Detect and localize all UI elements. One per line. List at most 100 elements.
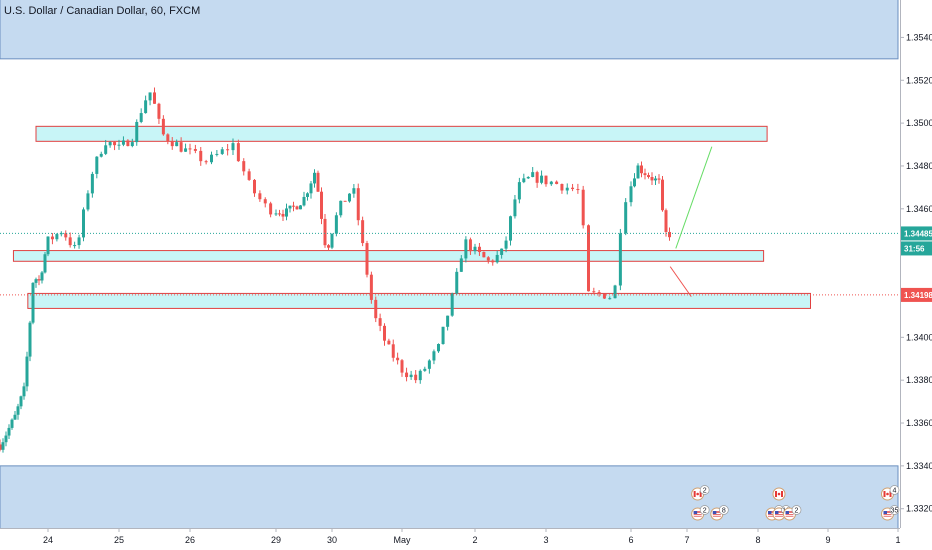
- candle-body: [374, 299, 378, 319]
- candle-body: [446, 315, 450, 327]
- candle-body: [647, 175, 650, 178]
- candle-body: [184, 148, 188, 152]
- candle-body: [1, 442, 5, 450]
- event-count-badge: [889, 485, 900, 495]
- x-tick-label: 25: [114, 535, 124, 545]
- candle-body: [161, 118, 165, 135]
- candle-body: [597, 292, 601, 295]
- candle-body: [432, 351, 436, 361]
- candle-body: [473, 246, 477, 252]
- price-tag-label: 31:56: [904, 244, 925, 253]
- candle-body: [144, 100, 148, 114]
- y-tick-label: 1.33200: [906, 504, 932, 514]
- candle-body: [486, 257, 490, 261]
- candle-body: [77, 237, 81, 246]
- candle-body: [565, 187, 569, 191]
- y-tick-label: 1.33800: [906, 375, 932, 385]
- candle-body: [170, 141, 174, 147]
- y-tick-label: 1.34600: [906, 204, 932, 214]
- candle-body: [269, 203, 273, 215]
- candle-body: [549, 181, 553, 185]
- candle-body: [339, 200, 343, 216]
- event-count-badge: [699, 505, 710, 515]
- candle-body: [40, 272, 44, 281]
- candle-body: [624, 202, 628, 234]
- candle-body: [320, 191, 323, 219]
- y-tick-label: 1.35400: [906, 32, 932, 42]
- y-tick-label: 1.35000: [906, 118, 932, 128]
- event-us-icon: 2: [783, 505, 802, 521]
- candle-body: [361, 220, 365, 244]
- candle-body: [323, 218, 327, 246]
- plot-area: 2285122435: [0, 0, 900, 528]
- candle-body: [633, 178, 636, 187]
- candle-body: [288, 205, 292, 209]
- level-zone: [35, 125, 768, 142]
- level-zone: [27, 292, 811, 309]
- candle-body: [513, 199, 517, 217]
- candle-body: [369, 274, 373, 300]
- candle-body: [306, 193, 309, 197]
- candle-body: [316, 172, 320, 192]
- candle-body: [387, 340, 391, 345]
- price-tag-label: 1.34198: [904, 291, 932, 300]
- candle-body: [55, 234, 59, 240]
- candle-body: [22, 386, 26, 397]
- candle-body: [602, 294, 606, 299]
- candle-body: [210, 154, 213, 163]
- candle-body: [640, 165, 643, 174]
- candle-body: [135, 121, 139, 143]
- candle-body: [90, 173, 94, 194]
- event-ca-icon: 2: [691, 485, 710, 501]
- candle-body: [477, 246, 481, 253]
- candle-body: [608, 298, 612, 300]
- candle-body: [50, 236, 54, 240]
- candle-body: [400, 360, 404, 373]
- event-count: 2: [795, 508, 799, 515]
- event-ca-icon: [772, 487, 786, 501]
- candle-body: [544, 175, 548, 185]
- candle-body: [352, 188, 356, 194]
- x-tick-label: 7: [684, 535, 689, 545]
- candle-body: [535, 172, 539, 183]
- candle-body: [204, 161, 208, 163]
- candle-body: [391, 344, 395, 358]
- candle-body: [258, 193, 262, 200]
- candle-body: [661, 179, 664, 211]
- x-tick-label: 8: [755, 535, 760, 545]
- event-us-icon: 2: [691, 505, 710, 521]
- candle-body: [571, 187, 575, 190]
- candle-body: [437, 344, 440, 352]
- candle-body: [19, 396, 23, 407]
- event-count: 2: [703, 488, 707, 495]
- candle-body: [68, 237, 72, 246]
- candle-body: [13, 414, 17, 420]
- candle-body: [576, 189, 580, 191]
- level-zone: [12, 250, 765, 262]
- candle-body: [148, 92, 152, 101]
- event-count: 4: [893, 488, 897, 495]
- candle-body: [126, 140, 130, 147]
- event-count-badge: [791, 505, 802, 515]
- x-tick-label: 9: [825, 535, 830, 545]
- x-tick-label: 6: [628, 535, 633, 545]
- candle-body: [504, 240, 508, 249]
- candle-body: [500, 248, 504, 255]
- candle-body: [468, 239, 472, 252]
- candle-body: [464, 239, 468, 259]
- candle-body: [253, 179, 256, 194]
- candle-body: [220, 149, 224, 154]
- candle-body: [193, 148, 197, 151]
- candle-body: [365, 243, 369, 275]
- candle-body: [108, 142, 112, 146]
- candle-body: [25, 356, 29, 387]
- candle-body: [302, 196, 306, 206]
- candle-body: [526, 176, 530, 179]
- candle-body: [175, 142, 179, 147]
- candle-body: [179, 142, 183, 152]
- chart-title: U.S. Dollar / Canadian Dollar, 60, FXCM: [4, 5, 200, 17]
- y-tick-label: 1.34000: [906, 332, 932, 342]
- candle-body: [327, 245, 330, 248]
- candle-body: [117, 144, 121, 146]
